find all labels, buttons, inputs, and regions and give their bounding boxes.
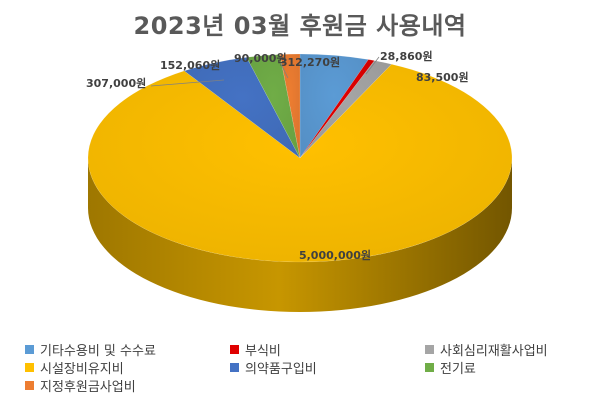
legend-swatch [230,344,239,354]
pie-slice [299,53,369,159]
legend-label: 전기료 [440,361,476,377]
pie-slice [279,53,301,159]
legend-swatch [425,362,434,372]
legend-swatch [25,362,34,372]
pie-slice [299,60,393,159]
legend-swatch [25,344,34,354]
data-label: 312,270원 [280,55,340,69]
legend-label: 사회심리재활사업비 [440,343,548,359]
pie-slice [299,59,375,159]
pie-slice [87,63,513,263]
data-label: 28,860원 [380,49,433,63]
legend-item: 지정후원금사업비 [25,377,136,395]
legend-item: 의약품구입비 [230,359,317,377]
legend-swatch [230,362,239,372]
pie-chart: 312,270원 28,860원 83,500원 5,000,000원 307,000원… [86,49,513,312]
data-label: 90,000원 [234,51,287,65]
legend-item: 전기료 [425,359,476,377]
data-label: 307,000원 [86,76,146,90]
legend-label: 의약품구입비 [245,361,317,377]
data-label: 152,060원 [160,58,220,72]
leader-line [150,79,225,87]
data-label: 5,000,000원 [299,248,371,262]
leader-line [279,61,289,79]
legend-label: 기타수용비 및 수수료 [40,343,156,359]
legend-swatch [425,344,434,354]
pie-slice-side [88,158,512,312]
legend-swatch [25,380,34,390]
legend-item: 시설장비유지비 [25,359,124,377]
leader-line [365,56,380,75]
pie-slice [246,54,301,159]
chart-title: 2023년 03월 후원금 사용내역 [133,12,467,40]
legend-item: 기타수용비 및 수수료 [25,341,156,359]
data-label: 83,500원 [416,70,469,84]
legend-item: 사회심리재활사업비 [425,341,548,359]
legend-label: 시설장비유지비 [40,361,124,377]
legend-item: 부식비 [230,341,281,359]
pie-slice [183,57,301,159]
legend-label: 지정후원금사업비 [40,379,136,395]
legend-label: 부식비 [245,343,281,359]
